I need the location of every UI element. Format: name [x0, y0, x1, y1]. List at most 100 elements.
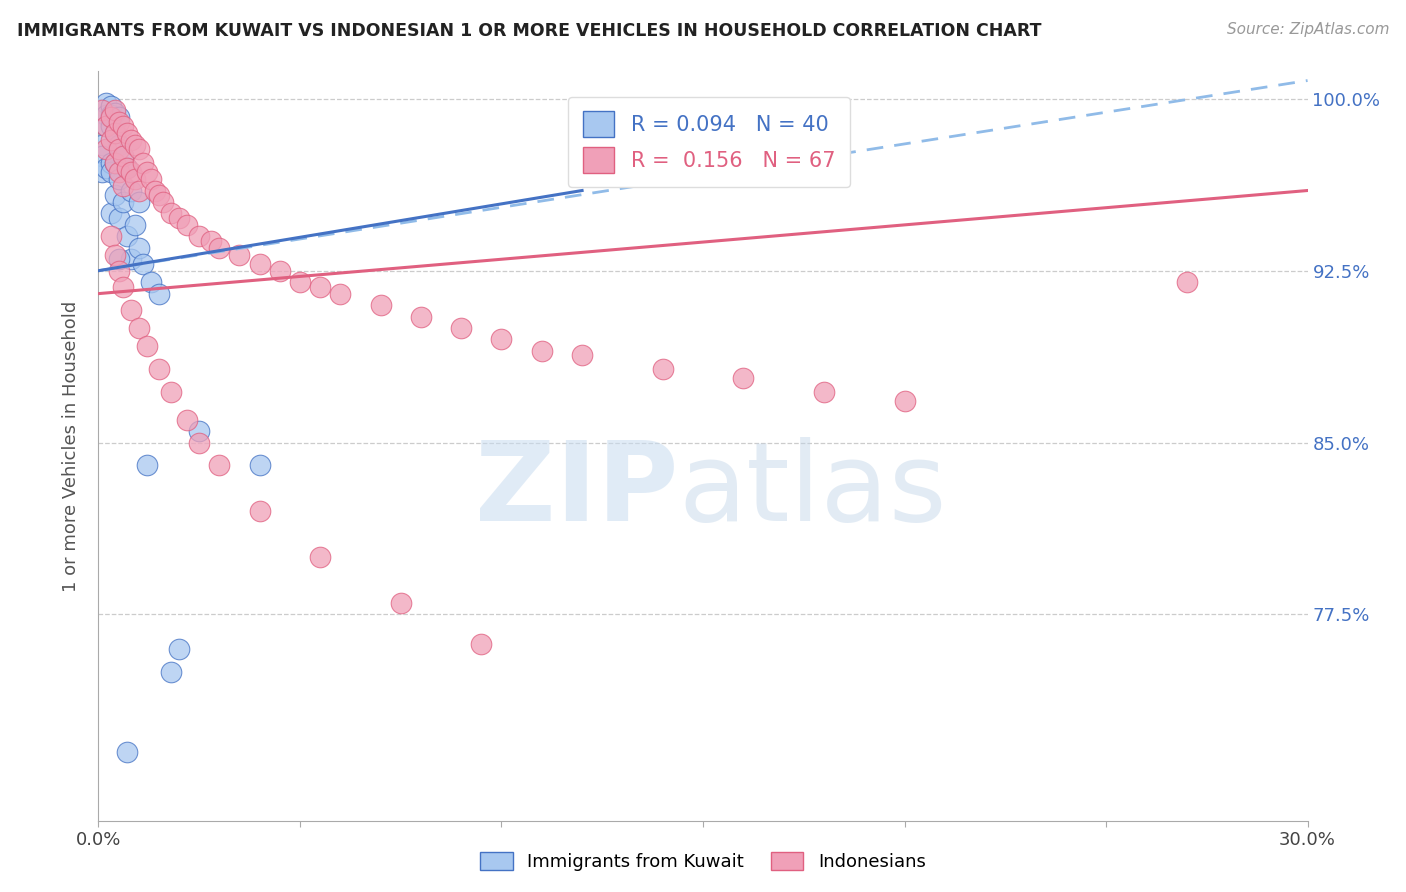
Point — [249, 504, 271, 518]
Point — [115, 161, 138, 175]
Point — [143, 184, 166, 198]
Text: atlas: atlas — [679, 437, 948, 544]
Point — [107, 263, 129, 277]
Point — [100, 206, 122, 220]
Point — [91, 149, 114, 163]
Point — [132, 156, 155, 170]
Point — [128, 184, 150, 198]
Point — [103, 103, 125, 118]
Point — [893, 394, 915, 409]
Point — [249, 257, 271, 271]
Point — [115, 126, 138, 140]
Point — [128, 321, 150, 335]
Point — [124, 172, 146, 186]
Point — [208, 241, 231, 255]
Point — [111, 149, 134, 163]
Point — [96, 120, 118, 134]
Text: Source: ZipAtlas.com: Source: ZipAtlas.com — [1226, 22, 1389, 37]
Point — [111, 279, 134, 293]
Point — [571, 349, 593, 363]
Point — [200, 234, 222, 248]
Point — [103, 126, 125, 140]
Point — [389, 596, 412, 610]
Point — [329, 286, 352, 301]
Point — [107, 137, 129, 152]
Point — [309, 279, 332, 293]
Point — [160, 385, 183, 400]
Point — [135, 458, 157, 473]
Point — [107, 252, 129, 267]
Point — [107, 172, 129, 186]
Point — [100, 165, 122, 179]
Point — [91, 137, 114, 152]
Point — [107, 110, 129, 124]
Point — [249, 458, 271, 473]
Point — [107, 165, 129, 179]
Point — [103, 156, 125, 170]
Point — [111, 120, 134, 134]
Point — [128, 142, 150, 156]
Point — [139, 172, 162, 186]
Point — [103, 105, 125, 120]
Point — [128, 241, 150, 255]
Point — [208, 458, 231, 473]
Point — [103, 126, 125, 140]
Point — [124, 218, 146, 232]
Point — [96, 142, 118, 156]
Point — [91, 103, 114, 118]
Point — [111, 194, 134, 209]
Point — [188, 229, 211, 244]
Text: IMMIGRANTS FROM KUWAIT VS INDONESIAN 1 OR MORE VEHICLES IN HOUSEHOLD CORRELATION: IMMIGRANTS FROM KUWAIT VS INDONESIAN 1 O… — [17, 22, 1042, 40]
Point — [733, 371, 755, 385]
Point — [115, 229, 138, 244]
Point — [103, 248, 125, 262]
Point — [100, 133, 122, 147]
Point — [111, 149, 134, 163]
Point — [103, 188, 125, 202]
Point — [139, 275, 162, 289]
Point — [96, 96, 118, 111]
Point — [160, 206, 183, 220]
Point — [120, 133, 142, 147]
Point — [132, 257, 155, 271]
Point — [91, 165, 114, 179]
Legend: R = 0.094   N = 40, R =  0.156   N = 67: R = 0.094 N = 40, R = 0.156 N = 67 — [568, 96, 849, 187]
Point — [96, 108, 118, 122]
Point — [111, 178, 134, 193]
Point — [124, 137, 146, 152]
Point — [176, 218, 198, 232]
Point — [107, 211, 129, 225]
Point — [100, 120, 122, 134]
Point — [100, 156, 122, 170]
Point — [100, 229, 122, 244]
Point — [120, 302, 142, 317]
Point — [450, 321, 472, 335]
Text: ZIP: ZIP — [475, 437, 679, 544]
Point — [148, 188, 170, 202]
Point — [188, 424, 211, 438]
Point — [115, 161, 138, 175]
Point — [100, 108, 122, 122]
Point — [167, 641, 190, 656]
Point — [530, 343, 553, 358]
Point — [120, 252, 142, 267]
Point — [470, 637, 492, 651]
Point — [96, 120, 118, 134]
Point — [228, 248, 250, 262]
Point — [1175, 275, 1198, 289]
Point — [152, 194, 174, 209]
Point — [100, 110, 122, 124]
Point — [107, 115, 129, 129]
Y-axis label: 1 or more Vehicles in Household: 1 or more Vehicles in Household — [62, 301, 80, 591]
Point — [370, 298, 392, 312]
Point — [167, 211, 190, 225]
Point — [120, 184, 142, 198]
Point — [176, 412, 198, 426]
Point — [309, 550, 332, 565]
Point — [409, 310, 432, 324]
Point — [100, 99, 122, 113]
Point — [148, 362, 170, 376]
Point — [813, 385, 835, 400]
Point — [115, 745, 138, 759]
Point — [96, 161, 118, 175]
